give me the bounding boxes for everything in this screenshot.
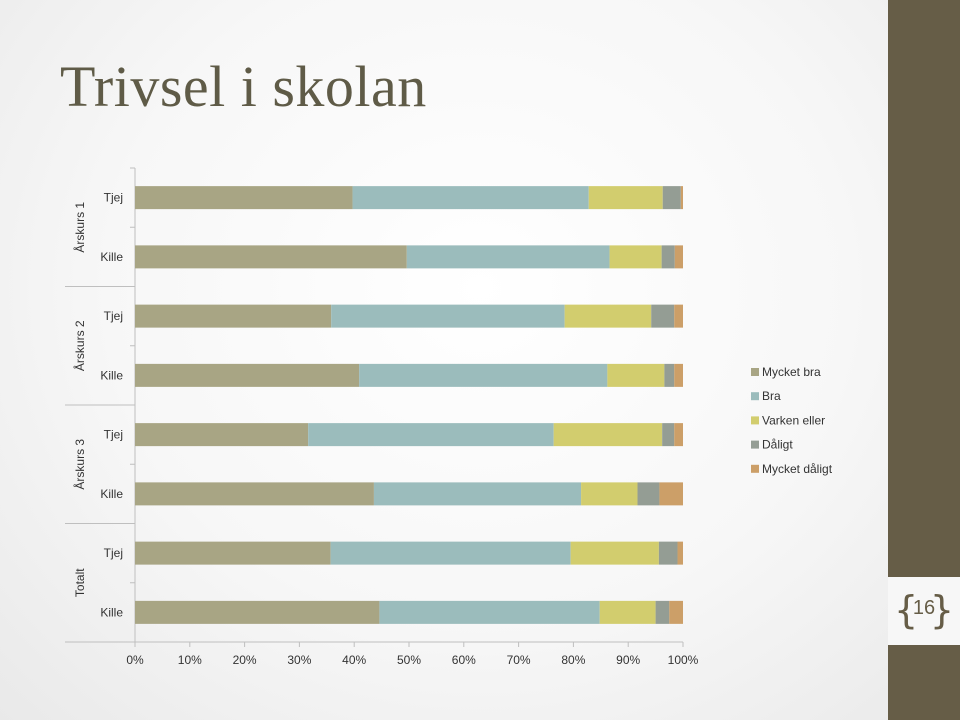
x-tick-label: 0% (126, 653, 144, 667)
bar-segment (651, 304, 675, 328)
page-number: 16 (912, 597, 936, 619)
bar-segment (553, 423, 663, 447)
x-tick-label: 30% (287, 653, 311, 667)
bar-segment (599, 600, 656, 624)
bar-segment (581, 482, 638, 506)
x-tick-label: 20% (233, 653, 257, 667)
slide-title: Trivsel i skolan (60, 54, 427, 119)
bar-segment (564, 304, 652, 328)
bar-segment (331, 304, 565, 328)
x-tick-label: 70% (507, 653, 531, 667)
bar-segment (674, 245, 683, 269)
bar-segment (607, 363, 665, 387)
bar-segment (662, 186, 681, 210)
bar-segment (379, 600, 600, 624)
legend-label: Mycket dåligt (762, 462, 833, 476)
bar-segment (664, 363, 675, 387)
bar-segment (135, 600, 380, 624)
legend-label: Varken eller (762, 413, 825, 427)
legend-label: Mycket bra (762, 365, 821, 379)
bar-segment (135, 482, 374, 506)
bar-segment (330, 541, 571, 565)
legend-label: Bra (762, 389, 781, 403)
bar-segment (135, 245, 407, 269)
category-label: Kille (100, 605, 123, 619)
bar-segment (669, 600, 683, 624)
category-label: Tjej (104, 546, 123, 560)
accent-sidebar: { 16 } (888, 0, 960, 720)
bar-segment (406, 245, 610, 269)
legend-swatch (751, 440, 759, 449)
group-label: Årskurs 1 (72, 202, 87, 253)
legend-swatch (751, 416, 759, 425)
page-number-box: { 16 } (888, 577, 960, 645)
right-brace-icon: } (929, 588, 954, 632)
bar-segment (609, 245, 662, 269)
bar-segment (373, 482, 582, 506)
bar-segment (677, 541, 683, 565)
category-label: Kille (100, 487, 123, 501)
bar-segment (659, 482, 683, 506)
x-tick-label: 80% (561, 653, 585, 667)
legend-swatch (751, 392, 759, 401)
bar-segment (359, 363, 608, 387)
x-tick-label: 60% (452, 653, 476, 667)
bar-segment (674, 423, 683, 447)
x-tick-label: 40% (342, 653, 366, 667)
bar-segment (570, 541, 659, 565)
bar-segment (135, 423, 309, 447)
bar-segment (674, 304, 683, 328)
bar-segment (308, 423, 554, 447)
x-tick-label: 50% (397, 653, 421, 667)
left-brace-icon: { (894, 588, 919, 632)
bar-segment (588, 186, 663, 210)
bar-segment (135, 541, 331, 565)
category-label: Tjej (104, 309, 123, 323)
category-label: Kille (100, 368, 123, 382)
legend-swatch (751, 464, 759, 473)
bar-segment (655, 600, 670, 624)
bar-segment (352, 186, 589, 210)
bar-segment (637, 482, 660, 506)
category-label: Kille (100, 250, 123, 264)
bar-segment (135, 186, 353, 210)
category-label: Tjej (104, 191, 123, 205)
legend-swatch (751, 368, 759, 376)
bar-segment (662, 423, 675, 447)
legend-label: Dåligt (762, 438, 793, 452)
bar-segment (680, 186, 683, 210)
group-label: Totalt (73, 568, 87, 597)
bar-segment (658, 541, 678, 565)
bar-segment (135, 363, 360, 387)
bar-segment (661, 245, 675, 269)
bar-segment (135, 304, 332, 328)
x-tick-label: 90% (616, 653, 640, 667)
x-tick-label: 10% (178, 653, 202, 667)
x-tick-label: 100% (668, 653, 699, 667)
group-label: Årskurs 3 (72, 439, 87, 490)
group-label: Årskurs 2 (72, 320, 87, 371)
category-label: Tjej (104, 428, 123, 442)
bar-segment (674, 363, 683, 387)
